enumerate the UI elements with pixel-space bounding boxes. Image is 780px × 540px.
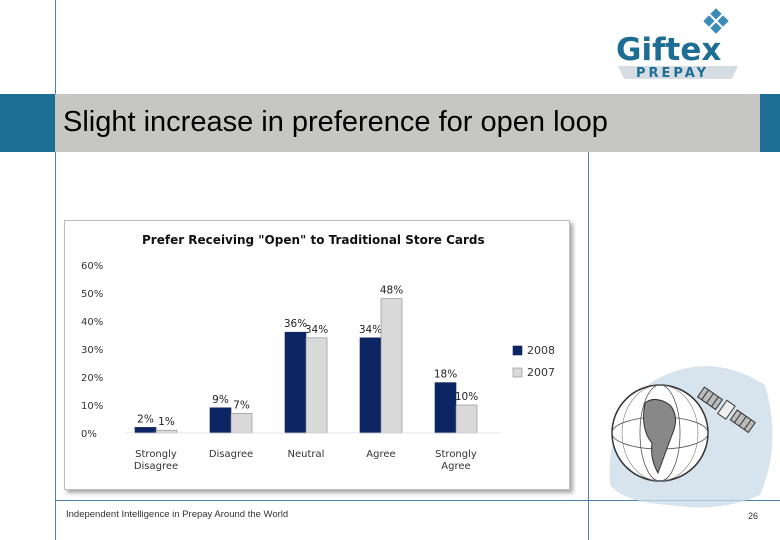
data-label: 34% [359, 324, 382, 336]
bar-2007 [155, 429, 178, 434]
data-label: 2% [137, 413, 154, 425]
page-number: 26 [748, 511, 759, 521]
x-tick-label: Disagree [134, 461, 178, 472]
bar-2007 [230, 413, 253, 434]
legend-label-2007: 2007 [527, 366, 555, 379]
x-tick-label: Disagree [209, 449, 253, 460]
bar-2008 [434, 382, 457, 434]
legend-swatch-2007 [512, 367, 523, 378]
x-tick-label: Neutral [288, 449, 325, 460]
data-label: 10% [455, 391, 478, 403]
y-tick-label: 20% [81, 373, 103, 384]
bar-2008 [359, 337, 382, 434]
y-tick-label: 10% [81, 401, 103, 412]
bar-2007 [305, 337, 328, 434]
data-label: 1% [158, 416, 175, 428]
data-label: 7% [233, 399, 250, 411]
data-label: 18% [434, 369, 457, 381]
bar-2007 [380, 298, 403, 434]
globe-satellite-illustration [609, 366, 773, 508]
bar-2008 [284, 331, 307, 434]
y-tick-label: 40% [81, 317, 103, 328]
y-tick-label: 50% [81, 289, 103, 300]
bar-chart: Prefer Receiving "Open" to Traditional S… [81, 233, 555, 472]
x-tick-label: Agree [441, 461, 470, 472]
x-tick-label: Agree [366, 449, 395, 460]
logo-name: Giftex [616, 32, 721, 68]
logo-tagline: PREPAY [636, 66, 709, 80]
data-label: 34% [305, 324, 328, 336]
chart-title: Prefer Receiving "Open" to Traditional S… [142, 233, 485, 247]
logo-swoosh [618, 66, 738, 79]
bar-2008 [209, 407, 232, 434]
x-tick-label: Strongly [435, 449, 477, 460]
data-label: 48% [380, 285, 403, 297]
chart-frame: Prefer Receiving "Open" to Traditional S… [64, 220, 570, 490]
slide-title: Slight increase in preference for open l… [63, 106, 608, 138]
legend-swatch-2008 [512, 345, 523, 356]
title-accent-right [760, 94, 780, 152]
giftex-logo: Giftex PREPAY [616, 8, 738, 80]
right-guide-line [588, 152, 589, 540]
title-accent-left [0, 94, 55, 152]
legend-label-2008: 2008 [527, 344, 555, 357]
x-tick-label: Strongly [135, 449, 177, 460]
y-tick-label: 30% [81, 345, 103, 356]
data-label: 36% [284, 318, 307, 330]
logo-diamond-icon [703, 8, 729, 34]
title-band [0, 94, 780, 152]
y-tick-label: 0% [81, 429, 97, 440]
y-tick-label: 60% [81, 261, 103, 272]
bar-2008 [134, 427, 157, 434]
left-guide-line [55, 0, 56, 540]
bottom-guide-line [55, 500, 780, 501]
footer-text: Independent Intelligence in Prepay Aroun… [66, 509, 289, 520]
bar-2007 [455, 404, 478, 434]
data-label: 9% [212, 394, 229, 406]
